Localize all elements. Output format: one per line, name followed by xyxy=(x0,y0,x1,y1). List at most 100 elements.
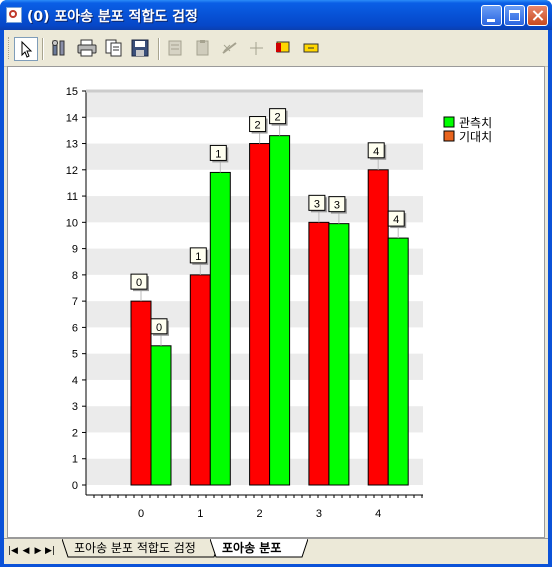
crosshair-icon xyxy=(250,42,263,55)
label-icon xyxy=(303,43,319,53)
y-tick-label: 1 xyxy=(72,454,78,466)
data-label-box xyxy=(308,194,326,211)
x-tick-label: 0 xyxy=(138,508,144,520)
first-sheet-button[interactable]: |◀ xyxy=(8,546,18,556)
y-tick-label: 3 xyxy=(72,401,78,413)
y-tick-label: 5 xyxy=(72,349,78,361)
y-tick-label: 9 xyxy=(72,244,78,256)
last-sheet-button[interactable]: ▶| xyxy=(45,546,55,556)
next-sheet-button[interactable]: ▶ xyxy=(34,546,42,556)
app-icon[interactable] xyxy=(6,7,22,23)
y-tick-label: 8 xyxy=(72,270,78,282)
close-button[interactable] xyxy=(527,5,548,26)
data-label-box xyxy=(269,108,287,125)
data-label-box xyxy=(387,210,405,227)
chart-panel: 0 1 2 3 4 5 6 7 8 9 10 11 12 13 14 15 0 0 0 1 1 1 2 2 2 3 3 3 4 4 4 관측치… xyxy=(7,66,545,538)
bar xyxy=(387,237,409,486)
data-label: 3 xyxy=(334,200,340,212)
data-label-box xyxy=(150,318,168,335)
save-button[interactable] xyxy=(129,37,153,61)
bar xyxy=(328,223,350,486)
title-bar[interactable]: (0) 포아송 분포 적합도 검정 xyxy=(0,0,552,30)
print-icon xyxy=(77,39,97,57)
y-tick-label: 15 xyxy=(66,86,78,98)
y-tick-label: 14 xyxy=(66,112,78,124)
legend-label: 관측치 xyxy=(459,116,492,130)
legend-swatch xyxy=(443,130,455,142)
data-label-box xyxy=(328,196,346,213)
data-label: 0 xyxy=(136,277,142,289)
table-view-button[interactable] xyxy=(164,37,188,61)
data-label: 0 xyxy=(156,322,162,334)
data-label: 1 xyxy=(215,148,221,160)
window-title: (0) 포아송 분포 적합도 검정 xyxy=(27,9,198,25)
marker-button[interactable] xyxy=(272,37,296,61)
scale-button[interactable] xyxy=(218,37,242,61)
y-tick-label: 6 xyxy=(72,322,78,334)
print-button[interactable] xyxy=(75,37,99,61)
sheet-tab-label: 포아송 분포 적합도 검정 xyxy=(74,541,196,555)
bar xyxy=(367,169,389,486)
toolbar-separator xyxy=(158,38,160,60)
marker-icon xyxy=(276,41,290,53)
x-tick-label: 1 xyxy=(197,508,203,520)
toolbar-grip[interactable] xyxy=(8,37,12,59)
bar xyxy=(308,221,330,486)
x-tick-label: 3 xyxy=(316,508,322,520)
data-label-box xyxy=(130,273,148,290)
sheet-tab-bar: |◀ ◀ ▶ ▶| 포아송 분포 적합도 검정 포아송 분포 xyxy=(4,538,548,564)
toolbar-separator xyxy=(42,38,44,60)
properties-icon xyxy=(52,40,65,56)
sheet-tab-label: 포아송 분포 xyxy=(222,541,282,555)
window-client: 0 1 2 3 4 5 6 7 8 9 10 11 12 13 14 15 0 0 0 1 1 1 2 2 2 3 3 3 4 4 4 관측치… xyxy=(4,30,548,564)
bar xyxy=(209,171,231,486)
sheet-tab-poisson[interactable]: 포아송 분포 xyxy=(210,539,308,558)
scale-icon xyxy=(222,42,237,54)
x-tick-label: 4 xyxy=(375,508,381,520)
copy-icon xyxy=(105,39,122,57)
bar xyxy=(130,300,152,486)
x-tick-label: 2 xyxy=(257,508,263,520)
data-label-box xyxy=(367,142,385,159)
y-tick-label: 2 xyxy=(72,427,78,439)
sheet-tab-goodness-of-fit[interactable]: 포아송 분포 적합도 검정 xyxy=(62,539,220,558)
y-tick-label: 10 xyxy=(66,217,78,229)
table-view-icon xyxy=(168,40,182,56)
bar xyxy=(249,143,271,486)
y-tick-label: 4 xyxy=(72,375,78,387)
y-tick-label: 7 xyxy=(72,296,78,308)
toolbar xyxy=(4,30,548,67)
properties-button[interactable] xyxy=(48,37,72,61)
y-tick-label: 11 xyxy=(67,191,78,203)
y-tick-label: 13 xyxy=(66,139,78,151)
save-icon xyxy=(131,39,149,57)
minimize-button[interactable] xyxy=(481,5,502,26)
pointer-icon xyxy=(21,40,33,58)
label-button[interactable] xyxy=(299,37,323,61)
data-label-box xyxy=(209,144,227,161)
bar xyxy=(269,135,291,486)
data-label: 3 xyxy=(314,198,320,210)
bar xyxy=(189,274,211,486)
data-label: 2 xyxy=(275,112,281,124)
data-label: 4 xyxy=(373,146,379,158)
legend-swatch xyxy=(443,116,455,128)
document-icon xyxy=(196,40,209,56)
bar xyxy=(150,345,172,486)
data-label-box xyxy=(249,116,267,133)
prev-sheet-button[interactable]: ◀ xyxy=(22,546,30,556)
data-label: 2 xyxy=(255,120,261,132)
crosshair-button[interactable] xyxy=(245,37,269,61)
copy-button[interactable] xyxy=(102,37,126,61)
pointer-button[interactable] xyxy=(14,37,38,61)
data-label: 4 xyxy=(393,214,399,226)
legend-label: 기대치 xyxy=(459,130,492,144)
data-label: 1 xyxy=(195,251,201,263)
data-label-box xyxy=(189,247,207,264)
grid-band xyxy=(86,91,423,118)
document-button[interactable] xyxy=(191,37,215,61)
maximize-button[interactable] xyxy=(504,5,525,26)
y-tick-label: 0 xyxy=(72,480,78,492)
